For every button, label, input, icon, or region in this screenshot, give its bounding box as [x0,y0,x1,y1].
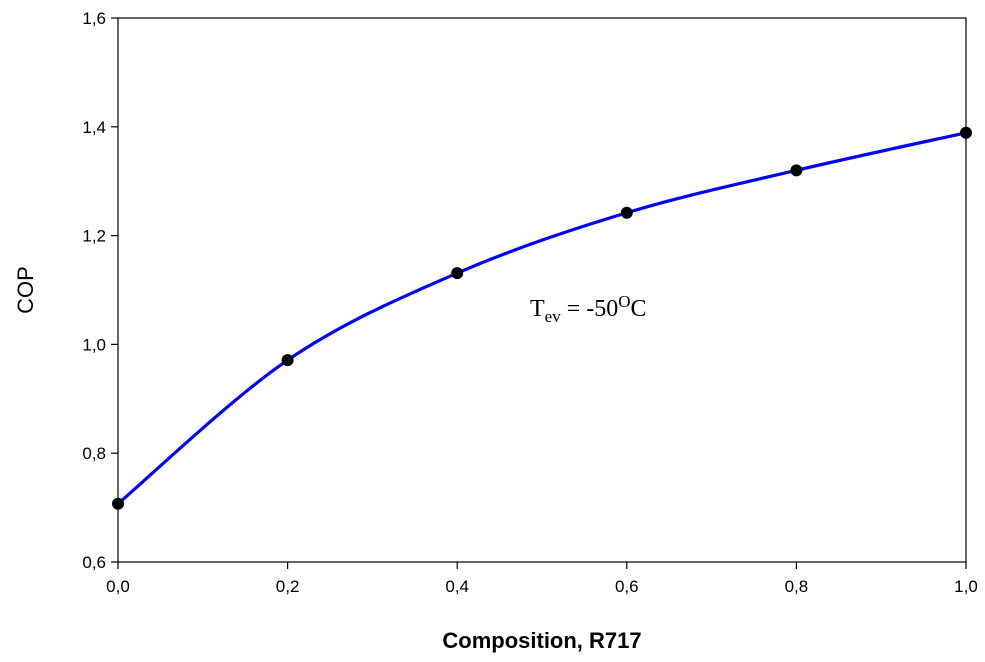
x-tick-label: 0,6 [615,577,639,596]
y-tick-label: 1,2 [82,227,106,246]
y-tick-label: 1,0 [82,335,106,354]
x-tick-label: 1,0 [954,577,978,596]
annotation-part: = -50 [561,296,619,322]
y-axis-label: COP [13,266,38,314]
x-tick-label: 0,8 [785,577,809,596]
data-point [112,497,124,510]
y-tick-label: 0,6 [82,553,106,572]
data-point [960,126,972,139]
annotation-part: O [618,292,630,311]
plot-frame [117,17,967,563]
y-tick-label: 1,4 [82,118,106,137]
data-point [620,206,633,219]
y-tick-label: 0,8 [82,444,106,463]
annotation: Tev = -50OC [530,292,647,326]
annotation-part: C [631,296,647,322]
annotation-part: ev [545,307,562,326]
data-point [790,164,803,177]
series-line [116,131,967,506]
y-tick-label: 1,6 [82,9,106,28]
data-point [451,267,464,280]
data-point [281,354,294,367]
x-tick-label: 0,0 [106,577,130,596]
x-tick-label: 0,2 [276,577,300,596]
annotation-part: T [530,296,545,322]
x-axis-label: Composition, R717 [442,628,641,653]
x-tick-label: 0,4 [445,577,469,596]
